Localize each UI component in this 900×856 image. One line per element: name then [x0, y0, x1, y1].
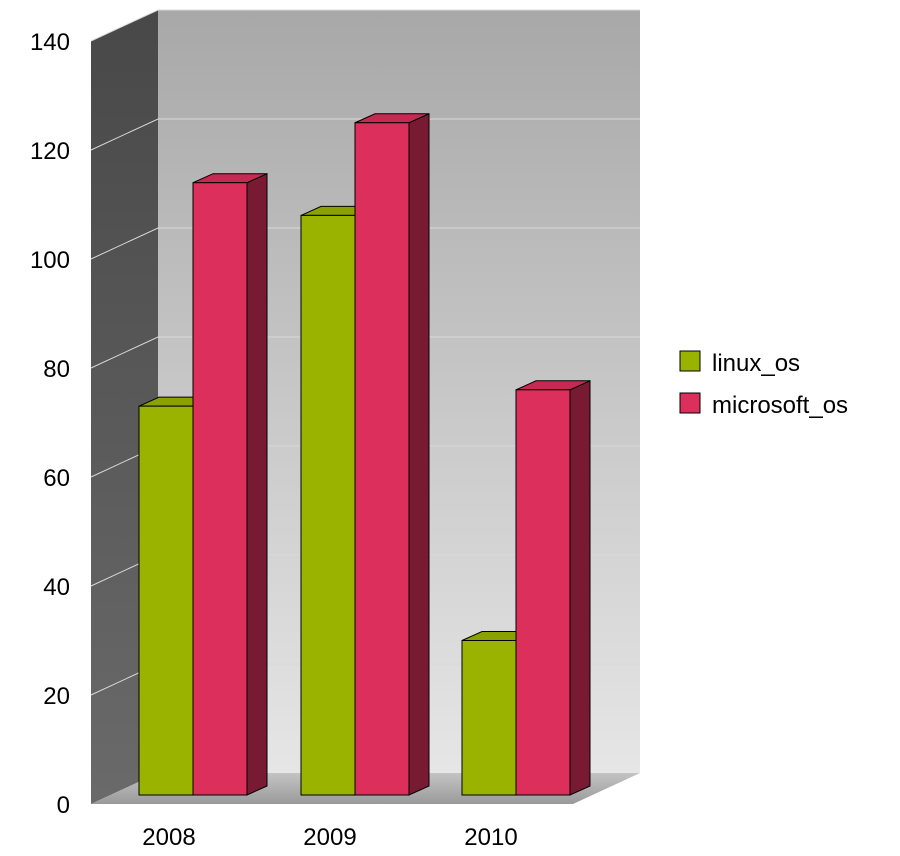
legend-label-microsoft_os: microsoft_os [712, 392, 848, 419]
x-category-label: 2009 [303, 824, 356, 851]
y-tick-label: 40 [43, 574, 70, 601]
y-tick-label: 120 [30, 138, 70, 165]
bar-side-face [569, 380, 591, 796]
bar-side-face [408, 112, 430, 796]
y-axis-tick-labels: 0 20 40 60 80 100 120 140 [30, 29, 70, 819]
x-category-label: 2008 [142, 824, 195, 851]
bars [138, 112, 591, 796]
gridline [90, 9, 640, 42]
bar-side-face [246, 172, 268, 796]
bar-microsoft_os-2009 [354, 112, 430, 796]
bar-front-face [515, 389, 571, 796]
x-category-label: 2010 [464, 824, 517, 851]
bar-microsoft_os-2010 [515, 380, 591, 796]
gridline [90, 336, 640, 369]
bar-front-face [354, 122, 410, 796]
bar-front-face [192, 182, 248, 796]
bar-microsoft_os-2008 [192, 172, 268, 796]
bar-front-face [300, 214, 356, 796]
y-tick-label: 100 [30, 247, 70, 274]
legend-swatch-linux_os [679, 350, 701, 372]
legend-swatch-microsoft_os [679, 392, 701, 414]
x-axis-category-labels: 2008 2009 2010 [142, 824, 517, 851]
bar-front-face [461, 640, 517, 796]
y-tick-label: 20 [43, 683, 70, 710]
gridline [90, 227, 640, 260]
bar-front-face [138, 405, 194, 796]
y-tick-label: 140 [30, 29, 70, 56]
y-tick-label: 80 [43, 356, 70, 383]
y-tick-label: 0 [57, 792, 70, 819]
gridline [90, 118, 640, 151]
y-tick-label: 60 [43, 465, 70, 492]
legend-label-linux_os: linux_os [712, 350, 800, 377]
legend: linux_os microsoft_os [679, 350, 848, 419]
